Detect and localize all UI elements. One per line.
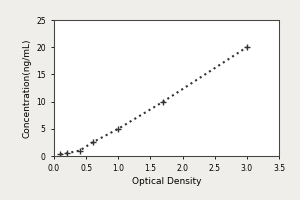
Bar [54,20,279,156]
Y-axis label: Concentration(ng/mL): Concentration(ng/mL) [23,38,32,138]
X-axis label: Optical Density: Optical Density [132,178,201,186]
